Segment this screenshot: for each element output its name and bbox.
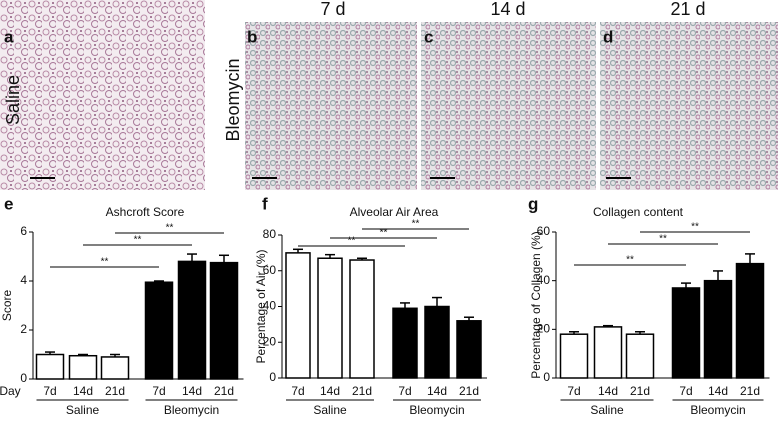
panel-label: f bbox=[262, 194, 268, 213]
y-axis-label: Percentage of Collagen (%) bbox=[529, 231, 543, 378]
micrograph bbox=[600, 22, 778, 190]
bar bbox=[735, 262, 765, 379]
group-label: Bleomycin bbox=[164, 403, 219, 417]
y-axis-label: Score bbox=[0, 290, 14, 322]
bar bbox=[68, 354, 98, 380]
y-tick-label: 80 bbox=[263, 227, 277, 241]
x-tick-label: 7d bbox=[567, 384, 580, 398]
y-tick-label: 40 bbox=[263, 299, 277, 313]
panel-label: e bbox=[4, 194, 13, 213]
panel-label: c bbox=[424, 27, 433, 46]
row-label: Bleomycin bbox=[223, 58, 243, 141]
y-tick-label: 60 bbox=[537, 224, 551, 238]
row-label: Saline bbox=[3, 75, 23, 125]
significance-label: ** bbox=[659, 234, 667, 245]
x-tick-label: 14d bbox=[73, 384, 93, 398]
x-tick-label: 14d bbox=[708, 384, 728, 398]
y-tick-label: 20 bbox=[537, 322, 551, 336]
significance-label: ** bbox=[101, 257, 109, 268]
significance-label: ** bbox=[348, 236, 356, 247]
y-tick-label: 0 bbox=[20, 371, 27, 385]
x-axis-label: Day bbox=[0, 384, 21, 398]
chart-title: Ashcroft Score bbox=[106, 205, 185, 219]
x-tick-label: 14d bbox=[320, 384, 340, 398]
bar bbox=[424, 305, 450, 379]
panel-label: b bbox=[247, 27, 257, 46]
x-tick-label: 21d bbox=[214, 384, 234, 398]
y-tick-label: 2 bbox=[20, 322, 27, 336]
y-axis-label: Percentage of Air (%) bbox=[254, 249, 268, 363]
column-header: 14 d bbox=[490, 0, 525, 19]
x-tick-label: 21d bbox=[105, 384, 125, 398]
x-tick-label: 14d bbox=[598, 384, 618, 398]
bar bbox=[625, 333, 655, 379]
y-tick-label: 40 bbox=[537, 273, 551, 287]
y-tick-label: 0 bbox=[269, 370, 276, 384]
x-tick-label: 21d bbox=[740, 384, 760, 398]
bar bbox=[671, 287, 701, 379]
y-tick-label: 60 bbox=[263, 263, 277, 277]
significance-label: ** bbox=[412, 219, 420, 230]
x-tick-label: 14d bbox=[182, 384, 202, 398]
bar bbox=[35, 353, 65, 380]
significance-label: ** bbox=[380, 228, 388, 239]
y-tick-label: 6 bbox=[20, 224, 27, 238]
y-tick-label: 4 bbox=[20, 273, 27, 287]
x-tick-label: 21d bbox=[352, 384, 372, 398]
x-tick-label: 21d bbox=[630, 384, 650, 398]
chart-title: Collagen content bbox=[593, 205, 684, 219]
bar bbox=[209, 261, 239, 380]
group-label: Saline bbox=[590, 403, 624, 417]
significance-label: ** bbox=[626, 255, 634, 266]
micrograph bbox=[245, 22, 417, 190]
x-tick-label: 7d bbox=[398, 384, 411, 398]
bar bbox=[349, 259, 375, 379]
x-tick-label: 21d bbox=[459, 384, 479, 398]
chart-title: Alveolar Air Area bbox=[350, 205, 439, 219]
bar bbox=[456, 320, 482, 379]
micrograph bbox=[0, 0, 205, 190]
x-tick-label: 7d bbox=[291, 384, 304, 398]
y-tick-label: 20 bbox=[263, 334, 277, 348]
column-header: 21 d bbox=[670, 0, 705, 19]
bar bbox=[317, 257, 343, 379]
y-tick-label: 0 bbox=[543, 370, 550, 384]
x-tick-label: 7d bbox=[152, 384, 165, 398]
x-tick-label: 7d bbox=[679, 384, 692, 398]
bar bbox=[285, 252, 311, 379]
significance-label: ** bbox=[166, 223, 174, 234]
bar bbox=[703, 279, 733, 379]
group-label: Saline bbox=[66, 403, 100, 417]
significance-label: ** bbox=[134, 235, 142, 246]
column-header: 7 d bbox=[320, 0, 345, 19]
bar bbox=[177, 260, 207, 380]
bar bbox=[144, 281, 174, 380]
bar bbox=[559, 333, 589, 379]
x-tick-label: 14d bbox=[427, 384, 447, 398]
bar bbox=[593, 326, 623, 379]
panel-label: d bbox=[603, 27, 613, 46]
panel-label: g bbox=[528, 194, 538, 213]
group-label: Bleomycin bbox=[409, 403, 464, 417]
bar bbox=[100, 356, 130, 380]
x-tick-label: 7d bbox=[43, 384, 56, 398]
panel-label: a bbox=[4, 27, 14, 46]
bar bbox=[392, 307, 418, 379]
group-label: Saline bbox=[313, 403, 347, 417]
significance-label: ** bbox=[691, 222, 699, 233]
micrograph bbox=[421, 22, 596, 190]
group-label: Bleomycin bbox=[690, 403, 745, 417]
